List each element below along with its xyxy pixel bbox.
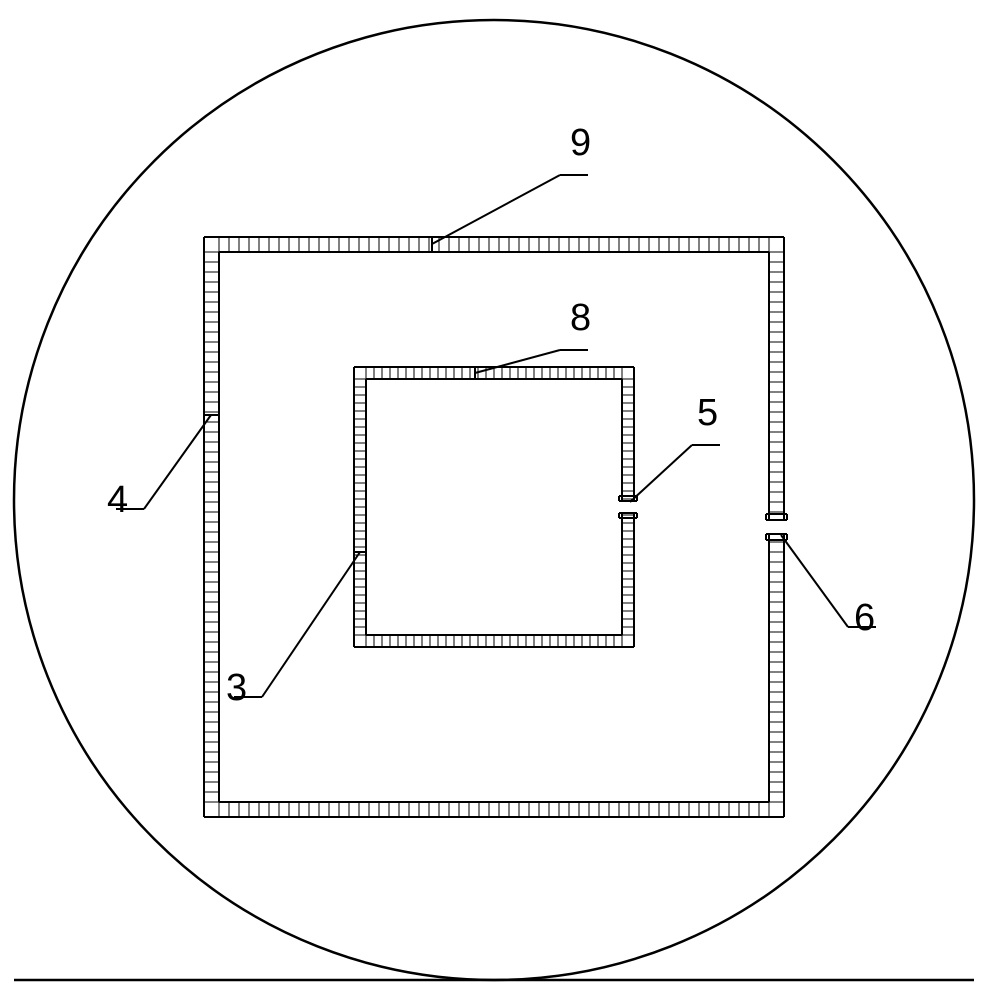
callout-label-5: 5 [697, 392, 718, 434]
callout-label-9: 9 [570, 122, 591, 164]
diagram-container: 9 8 5 4 6 3 [0, 0, 989, 1000]
callout-label-6: 6 [854, 597, 875, 639]
callout-label-4: 4 [107, 479, 128, 521]
callout-label-3: 3 [226, 667, 247, 709]
callout-label-8: 8 [570, 297, 591, 339]
schematic-svg: 9 8 5 4 6 3 [0, 0, 989, 1000]
